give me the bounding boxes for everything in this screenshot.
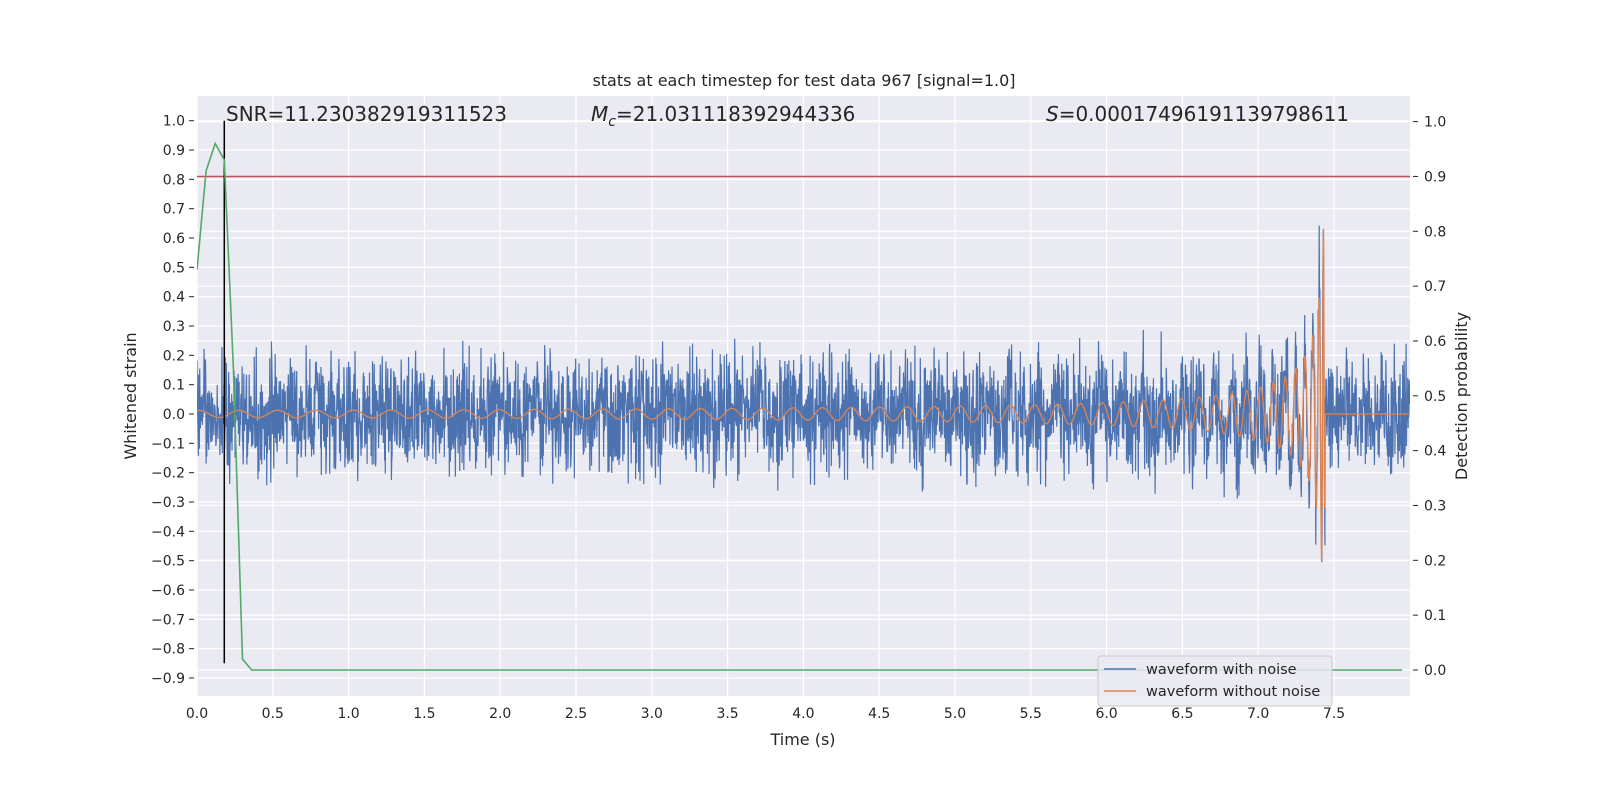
y-tick-label: −0.9 (151, 671, 185, 687)
y2-tick-label: 0.1 (1424, 608, 1446, 624)
s-symbol: S (1046, 102, 1059, 126)
y-tick-label: 0.8 (163, 172, 185, 188)
s-annotation: S=0.00017496191139798611 (1046, 102, 1349, 126)
x-tick-label: 7.0 (1247, 706, 1269, 722)
y2-tick-label: 0.0 (1424, 663, 1446, 679)
y2-tick-label: 0.2 (1424, 553, 1446, 569)
y-tick-label: 1.0 (163, 114, 185, 130)
snr-annotation: SNR=11.230382919311523 (226, 102, 507, 126)
chirp-mass-value: =21.031118392944336 (616, 102, 855, 126)
x-tick-label: 6.0 (1095, 706, 1117, 722)
y-tick-label: −0.3 (151, 495, 185, 511)
y-tick-label: 0.6 (163, 231, 185, 247)
x-tick-label: 6.5 (1171, 706, 1193, 722)
x-tick-label: 0.0 (186, 706, 208, 722)
y2-tick-label: 0.8 (1424, 224, 1446, 240)
y2-tick-label: 0.5 (1424, 389, 1446, 405)
legend-box (1097, 655, 1333, 707)
chirp-mass-subscript: c (608, 114, 616, 130)
x-axis-label: Time (s) (769, 730, 835, 749)
y-tick-label: 0.9 (163, 143, 185, 159)
y-tick-label: −0.1 (151, 436, 185, 452)
x-tick-label: 7.5 (1323, 706, 1345, 722)
y2-tick-label: 1.0 (1424, 115, 1446, 131)
x-tick-label: 4.5 (868, 706, 890, 722)
series-waveform-with-noise (197, 225, 1410, 563)
x-tick-label: 5.0 (944, 706, 966, 722)
y2-tick-label: 0.9 (1424, 169, 1446, 185)
legend-label-clean: waveform without noise (1146, 684, 1320, 700)
series-waveform-without-noise (197, 228, 1410, 561)
y-tick-label: −0.7 (151, 612, 185, 628)
x-tick-label: 2.0 (489, 706, 511, 722)
y-tick-label: −0.8 (151, 642, 185, 658)
x-tick-label: 2.5 (565, 706, 587, 722)
y2-tick-label: 0.3 (1424, 498, 1446, 514)
y-tick-label: 0.0 (163, 407, 185, 423)
y-tick-label: 0.2 (163, 348, 185, 364)
y-tick-label: 0.3 (163, 319, 185, 335)
x-axis-ticks: 0.0 0.5 1.0 1.5 2.0 2.5 3.0 3.5 4.0 4.5 5.0 5.5 6.0 6… (186, 706, 1345, 722)
y2-tick-label: 0.7 (1424, 279, 1446, 295)
legend-label-noise: waveform with noise (1146, 662, 1297, 678)
x-tick-label: 4.0 (792, 706, 814, 722)
y-tick-label: −0.5 (151, 554, 185, 570)
s-value: =0.00017496191139798611 (1059, 102, 1349, 126)
y2-axis-ticks: 1.0 0.9 0.8 0.7 0.6 0.5 0.4 0.3 0.2 0.1 0.0 (1413, 115, 1446, 679)
y-tick-label: 0.5 (163, 260, 185, 276)
chirp-mass-symbol: M (591, 102, 608, 126)
chirp-mass-annotation: Mc=21.031118392944336 (591, 102, 855, 130)
y-tick-label: 0.7 (163, 202, 185, 218)
chart-title: stats at each timestep for test data 967… (592, 71, 1015, 90)
y-tick-label: −0.6 (151, 583, 185, 599)
y-tick-label: 0.4 (163, 290, 185, 306)
y2-axis-label: Detection probability (1452, 312, 1471, 480)
x-tick-label: 5.5 (1020, 706, 1042, 722)
legend: waveform with noise waveform without noi… (1097, 655, 1333, 707)
y-axis-label: Whitened strain (121, 332, 140, 459)
y-tick-label: −0.4 (151, 524, 185, 540)
y-tick-label: 0.1 (163, 378, 185, 394)
y-axis-ticks: 1.0 0.9 0.8 0.7 0.6 0.5 0.4 0.3 0.2 0.1 0.0 −0.1 −0.… (151, 114, 194, 687)
y-tick-label: −0.2 (151, 466, 185, 482)
x-tick-label: 3.5 (716, 706, 738, 722)
x-tick-label: 0.5 (262, 706, 284, 722)
x-tick-label: 1.5 (413, 706, 435, 722)
y2-tick-label: 0.4 (1424, 444, 1446, 460)
x-tick-label: 1.0 (337, 706, 359, 722)
x-tick-label: 3.0 (641, 706, 663, 722)
y2-tick-label: 0.6 (1424, 334, 1446, 350)
